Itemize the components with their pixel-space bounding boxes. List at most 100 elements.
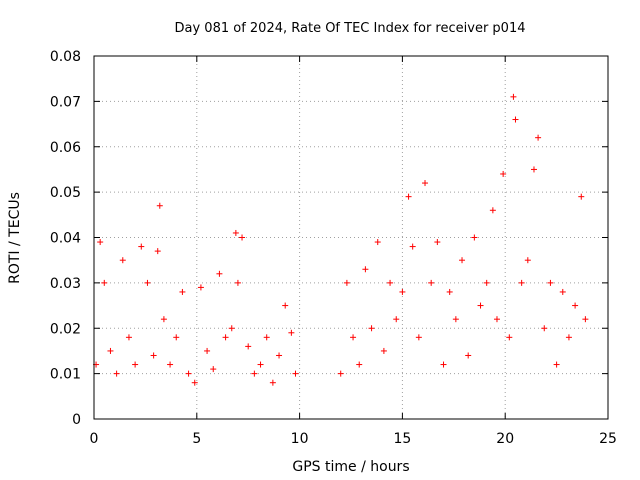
x-tick-label: 15 [393, 431, 411, 447]
y-tick-labels: 0 0.01 0.02 0.03 0.04 0.05 0.06 0.07 0.08 [50, 49, 81, 428]
data-point [374, 239, 381, 246]
data-point [144, 279, 151, 286]
y-tick-label: 0.02 [50, 321, 81, 337]
y-axis-label: ROTI / TECUs [7, 192, 23, 284]
data-point [222, 334, 229, 341]
data-point [506, 334, 513, 341]
data-point [380, 347, 387, 354]
data-point [263, 334, 270, 341]
data-point [288, 329, 295, 336]
data-point [173, 334, 180, 341]
data-point [350, 334, 357, 341]
y-tick-label: 0.04 [50, 231, 81, 247]
y-tick-label: 0.07 [50, 94, 81, 110]
data-point [154, 248, 161, 255]
data-point [422, 180, 429, 187]
y-tick-label: 0.05 [50, 185, 81, 201]
x-tick-label: 20 [496, 431, 514, 447]
data-point [239, 234, 246, 241]
data-point [119, 257, 126, 264]
data-point [446, 288, 453, 295]
x-tick-label: 5 [192, 431, 201, 447]
x-tick-label: 25 [599, 431, 617, 447]
data-point [216, 270, 223, 277]
y-tick-label: 0.06 [50, 140, 81, 156]
plot-frame [93, 55, 609, 420]
data-point [409, 243, 416, 250]
data-point [510, 93, 517, 100]
y-tick-label: 0.01 [50, 367, 81, 383]
data-point [500, 170, 507, 177]
data-point [210, 366, 217, 373]
chart-title: Day 081 of 2024, Rate Of TEC Index for r… [175, 21, 526, 36]
x-axis-label: GPS time / hours [292, 459, 409, 475]
data-point [399, 288, 406, 295]
data-point [125, 334, 132, 341]
data-points [93, 93, 589, 386]
data-point [405, 193, 412, 200]
data-point [97, 239, 104, 246]
data-point [204, 347, 211, 354]
data-point [524, 257, 531, 264]
data-point [572, 302, 579, 309]
data-point [234, 279, 241, 286]
x-tick-label: 0 [90, 431, 99, 447]
data-point [245, 343, 252, 350]
data-point [553, 361, 560, 368]
data-point [559, 288, 566, 295]
data-point [415, 334, 422, 341]
data-point [150, 352, 157, 359]
data-point [465, 352, 472, 359]
data-point [582, 316, 589, 323]
data-point [232, 229, 239, 236]
data-point [257, 361, 264, 368]
x-tick-labels: 0 5 10 15 20 25 [90, 431, 617, 447]
data-point [362, 266, 369, 273]
data-point [483, 279, 490, 286]
data-point [282, 302, 289, 309]
data-point [185, 370, 192, 377]
data-point [452, 316, 459, 323]
data-point [132, 361, 139, 368]
data-point [518, 279, 525, 286]
data-point [269, 379, 276, 386]
data-point [228, 325, 235, 332]
data-point [276, 352, 283, 359]
data-point [197, 284, 204, 291]
data-point [547, 279, 554, 286]
data-point [535, 134, 542, 141]
data-point [428, 279, 435, 286]
y-tick-label: 0 [72, 412, 81, 428]
data-point [541, 325, 548, 332]
data-point [393, 316, 400, 323]
data-point [387, 279, 394, 286]
data-point [368, 325, 375, 332]
data-point [356, 361, 363, 368]
data-point [292, 370, 299, 377]
data-point [138, 243, 145, 250]
data-point [493, 316, 500, 323]
data-point [343, 279, 350, 286]
data-point [113, 370, 120, 377]
data-point [477, 302, 484, 309]
y-tick-label: 0.03 [50, 276, 81, 292]
data-point [337, 370, 344, 377]
data-point [156, 202, 163, 209]
data-point [578, 193, 585, 200]
data-point [167, 361, 174, 368]
data-point [512, 116, 519, 123]
x-tick-label: 10 [291, 431, 309, 447]
data-point [565, 334, 572, 341]
data-point [191, 379, 198, 386]
data-point [530, 166, 537, 173]
data-point [251, 370, 258, 377]
data-point [179, 288, 186, 295]
data-point [489, 207, 496, 214]
data-point [459, 257, 466, 264]
data-point [101, 279, 108, 286]
data-point [440, 361, 447, 368]
y-tick-label: 0.08 [50, 49, 81, 65]
data-point [160, 316, 167, 323]
